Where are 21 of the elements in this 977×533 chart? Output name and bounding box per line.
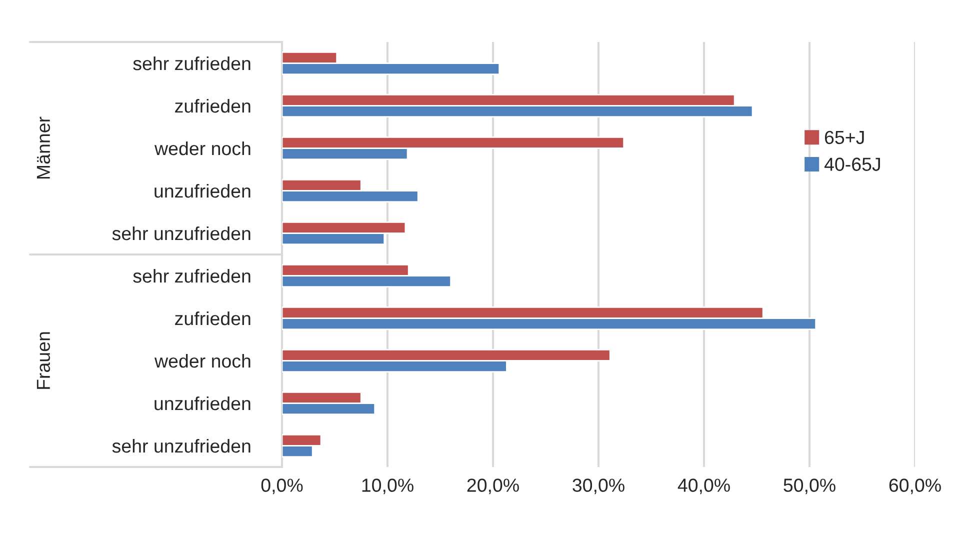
y-tick-label: unzufrieden [154,184,250,198]
x-tick-label: 40,0% [678,478,730,494]
x-tick-label: 0,0% [261,478,303,494]
text: Frauen [36,332,50,389]
y-tick-label: sehr zufrieden [133,268,250,283]
y-tick-label: zufrieden [175,311,250,326]
y-tick-label: unzufrieden [154,396,250,410]
x-tick-label: 60,0% [889,478,941,494]
text: Männer [36,116,50,178]
y-tick-label: weder noch [154,141,250,156]
y-tick-label: weder noch [154,354,250,368]
y-tick-label: sehr unzufrieden [112,226,250,240]
legend-label: 65+J [824,130,864,144]
x-tick-label: 10,0% [362,478,414,494]
x-tick-label: 30,0% [572,478,624,494]
legend-label: 40-65J [824,158,880,171]
x-tick-label: 50,0% [784,478,836,494]
x-tick-label: 20,0% [467,478,519,494]
y-tick-label: sehr unzufrieden [112,438,250,453]
y-tick-label: zufrieden [175,98,250,113]
y-tick-label: sehr zufrieden [133,56,250,70]
